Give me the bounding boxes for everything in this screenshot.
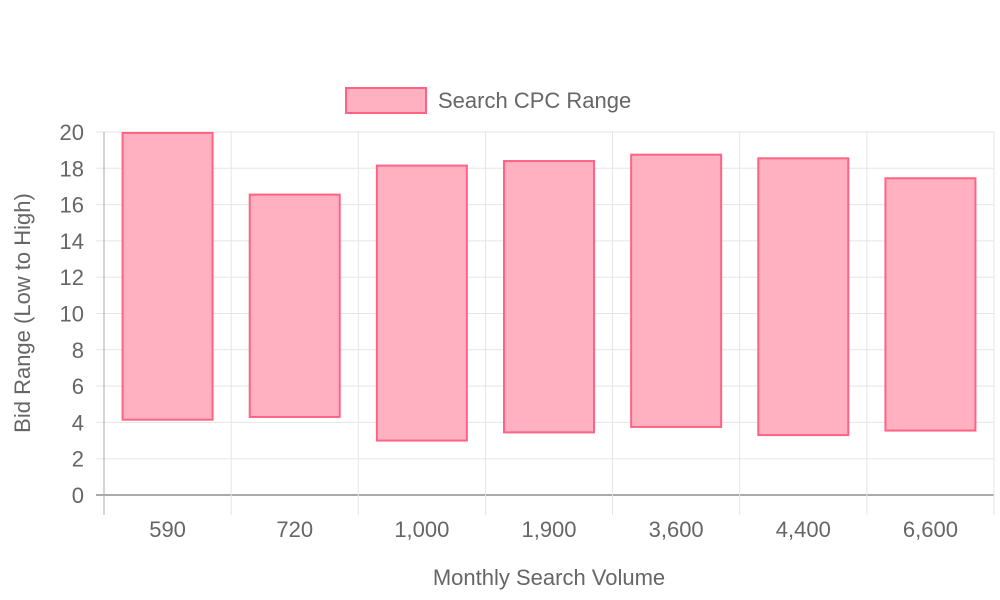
y-tick-label: 6 [72, 374, 84, 399]
y-tick-label: 2 [72, 447, 84, 472]
y-tick-label: 16 [60, 193, 84, 218]
y-tick-label: 14 [60, 229, 84, 254]
x-axis-title: Monthly Search Volume [433, 565, 665, 590]
x-tick-label: 1,900 [521, 517, 576, 542]
x-tick-label: 720 [276, 517, 313, 542]
x-tick-label: 6,600 [903, 517, 958, 542]
bar-720[interactable] [248, 193, 341, 418]
y-tick-label: 18 [60, 156, 84, 181]
x-tick-label: 4,400 [776, 517, 831, 542]
legend-label-search-cpc-range[interactable]: Search CPC Range [438, 88, 631, 113]
legend-swatch[interactable] [345, 87, 427, 114]
axis-layer: 0 2 4 6 8 10 12 14 16 18 20 590 720 1,000 1,900 3,600 4,… [60, 120, 958, 542]
y-tick-label: 4 [72, 410, 84, 435]
legend[interactable]: Search CPC Range [345, 87, 631, 114]
y-tick-label: 12 [60, 265, 84, 290]
y-tick-label: 0 [72, 483, 84, 508]
x-tick-label: 590 [149, 517, 186, 542]
y-tick-label: 10 [60, 302, 84, 327]
bar-6600[interactable] [884, 177, 977, 432]
y-tick-label: 8 [72, 338, 84, 363]
bar-1900[interactable] [503, 160, 595, 434]
bar-590[interactable] [121, 131, 214, 421]
x-tick-label: 3,600 [649, 517, 704, 542]
bar-3600[interactable] [630, 153, 723, 428]
y-tick-label: 20 [60, 120, 84, 145]
y-axis-title: Bid Range (Low to High) [10, 193, 35, 433]
x-tick-label: 1,000 [394, 517, 449, 542]
bar-1000[interactable] [375, 164, 468, 442]
bars-layer [121, 131, 977, 442]
bar-4400[interactable] [757, 157, 850, 437]
